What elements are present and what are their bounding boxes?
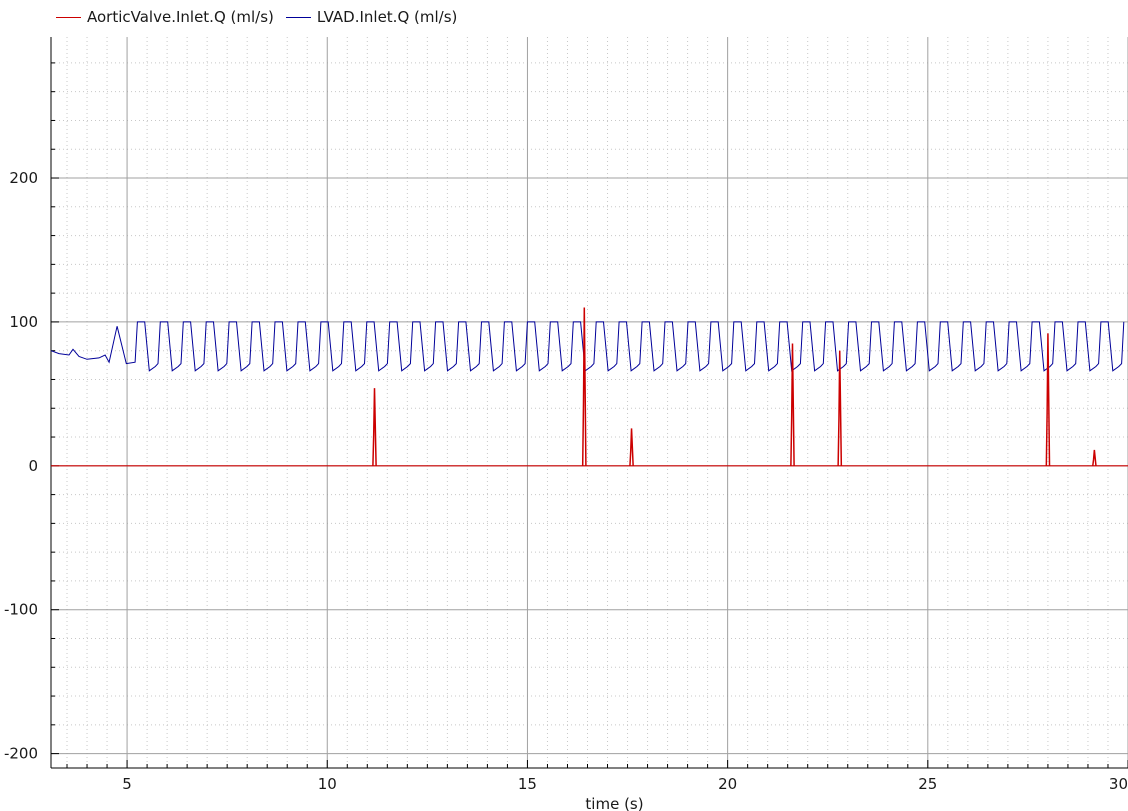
- y-tick-label: 0: [28, 457, 38, 475]
- series-group: [51, 308, 1128, 466]
- y-tick-label: 100: [9, 313, 38, 331]
- x-tick-label: 15: [518, 775, 537, 793]
- series-spike-aortic-valve: [1093, 450, 1096, 466]
- grid: [51, 37, 1128, 768]
- tick-labels: 5 10 15 20 25 30 -200 -100 0 100 200: [4, 169, 1128, 793]
- y-tick-label: -200: [4, 745, 38, 763]
- x-tick-label: 20: [718, 775, 737, 793]
- x-axis-label: time (s): [585, 795, 643, 811]
- axes: [51, 37, 1128, 768]
- x-tick-label: 5: [122, 775, 132, 793]
- y-tick-label: -100: [4, 601, 38, 619]
- x-tick-label: 25: [918, 775, 937, 793]
- y-tick-label: 200: [9, 169, 38, 187]
- x-tick-label: 30: [1109, 775, 1128, 793]
- series-spike-aortic-valve: [583, 308, 586, 466]
- series-spike-aortic-valve: [630, 428, 633, 465]
- series-spike-aortic-valve: [791, 344, 794, 466]
- series-spike-aortic-valve: [373, 388, 376, 466]
- x-tick-label: 10: [318, 775, 337, 793]
